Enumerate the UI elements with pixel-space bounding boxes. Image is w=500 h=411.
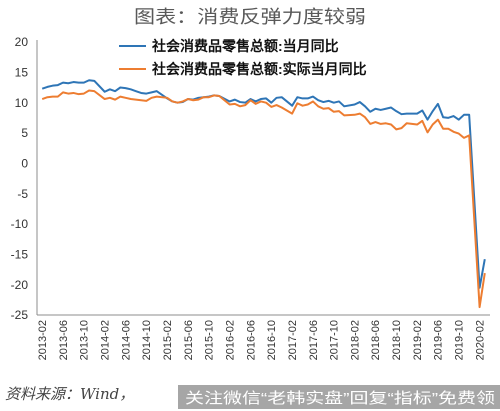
x-tick-label: 2015-06 [183, 320, 195, 360]
x-tick-label: 2016-10 [266, 320, 278, 360]
x-tick-label: 2020-02 [474, 320, 486, 360]
source-note: 资料来源：Wind， [5, 385, 134, 403]
x-tick-label: 2018-10 [391, 320, 403, 360]
series-line-2 [41, 89, 486, 309]
x-tick-label: 2016-02 [225, 320, 237, 360]
x-tick-label: 2016-06 [245, 320, 257, 360]
x-tick-label: 2018-02 [349, 320, 361, 360]
y-tick-label: -15 [11, 248, 29, 262]
x-tick-label: 2014-10 [141, 320, 153, 360]
x-tick-label: 2015-10 [204, 320, 216, 360]
series-lines [41, 79, 486, 309]
y-tick-labels: 20 15 10 5 0 -5 -10 -15 -20 -25 [11, 35, 29, 322]
x-tick-label: 2019-10 [454, 320, 466, 360]
y-tick-label: 10 [15, 96, 29, 110]
legend-label: 社会消费品零售总额:实际当月同比 [151, 61, 367, 77]
chart-title: 图表：消费反弹力度较弱 [134, 7, 366, 28]
x-tick-label: 2013-10 [79, 320, 91, 360]
x-tick-label: 2015-02 [162, 320, 174, 360]
x-tick-label: 2019-02 [412, 320, 424, 360]
x-tick-label: 2017-06 [308, 320, 320, 360]
x-tick-label: 2018-06 [370, 320, 382, 360]
series-line-1 [41, 79, 486, 289]
y-tick-label: 15 [15, 66, 29, 80]
y-tick-label: 5 [21, 126, 28, 140]
x-tick-label: 2014-06 [120, 320, 132, 360]
x-tick-label: 2013-02 [37, 320, 49, 360]
y-tick-label: -5 [17, 187, 28, 201]
y-tick-label: -25 [11, 308, 29, 322]
x-tick-label: 2017-02 [287, 320, 299, 360]
y-tick-label: -10 [11, 217, 29, 231]
x-tick-labels: 2013-02 2013-06 2013-10 2014-02 2014-06 2014-… [37, 320, 486, 360]
y-tick-label: -20 [11, 278, 29, 292]
x-tick-label: 2013-06 [58, 320, 70, 360]
x-tick-label: 2019-06 [433, 320, 445, 360]
x-tick-label: 2017-10 [329, 320, 341, 360]
legend-label: 社会消费品零售总额:当月同比 [151, 38, 339, 54]
watermark-band [178, 385, 500, 409]
x-tick-label: 2014-02 [100, 320, 112, 360]
y-tick-label: 0 [21, 157, 28, 171]
y-tick-label: 20 [15, 35, 29, 49]
watermark-text: 关注微信“老韩实盘”回复“指标”免费领 [185, 389, 495, 407]
